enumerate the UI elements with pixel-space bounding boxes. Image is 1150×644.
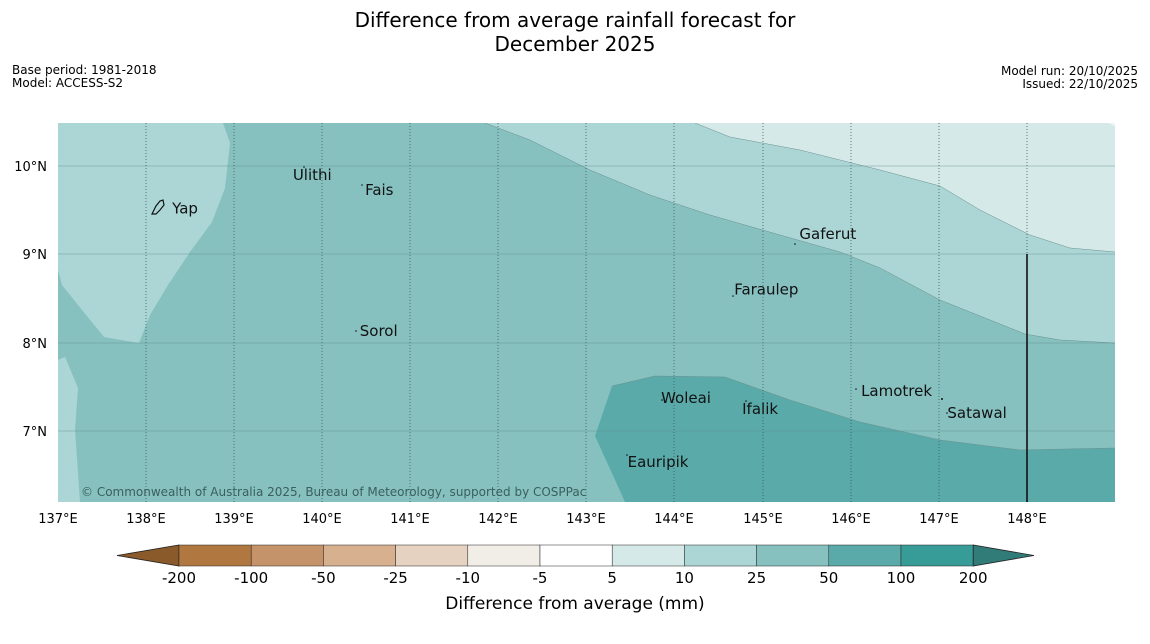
- colorbar-segment-2: [250, 544, 324, 567]
- band-very-light-corner: [1108, 123, 1115, 126]
- place-label-sorol: Sorol: [360, 322, 398, 340]
- lon-label-139e: 139°E: [214, 512, 254, 527]
- contour-lines: [484, 123, 1115, 451]
- title-line-2: December 2025: [494, 32, 656, 56]
- place-label-gaferut: Gaferut: [799, 225, 856, 243]
- lon-label-138e: 138°E: [126, 512, 166, 527]
- colorbar-tick-label: 10: [675, 569, 694, 587]
- colorbar-extend-high: [972, 544, 1035, 567]
- island-dots: [303, 166, 948, 456]
- lat-label-10n: 10°N: [14, 160, 47, 175]
- map-panel: © Commonwealth of Australia 2025, Bureau…: [58, 123, 1115, 502]
- map-title: Difference from average rainfall forecas…: [0, 8, 1150, 56]
- colorbar-segment-6: [539, 544, 613, 567]
- colorbar-segment-11: [900, 544, 974, 567]
- colorbar-tick-label: -50: [311, 569, 336, 587]
- colorbar-extend-low: [116, 544, 180, 567]
- place-label-yap: Yap: [171, 199, 198, 217]
- colorbar-tick-label: -10: [456, 569, 481, 587]
- band-10-25-west: [58, 123, 230, 343]
- place-label-fais: Fais: [365, 181, 394, 199]
- lon-label-145e: 145°E: [743, 512, 783, 527]
- lon-label-144e: 144°E: [654, 512, 694, 527]
- place-label-eauripik: Eauripik: [628, 453, 689, 471]
- lon-label-143e: 143°E: [566, 512, 606, 527]
- place-label-ulithi: Ulithi: [293, 166, 332, 184]
- metadata-left: Base period: 1981-2018 Model: ACCESS-S2: [12, 64, 157, 90]
- colorbar-segment-3: [323, 544, 396, 567]
- colorbar-tick-label: 50: [819, 569, 838, 587]
- colorbar-tick-label: -100: [234, 569, 268, 587]
- colorbar-tick-label: -25: [383, 569, 408, 587]
- copyright-notice: © Commonwealth of Australia 2025, Bureau…: [81, 485, 586, 499]
- colorbar-segment-10: [828, 544, 902, 567]
- lon-label-147e: 147°E: [919, 512, 959, 527]
- band-50-100-southeast: [595, 376, 1115, 502]
- colorbar-tick-label: 100: [887, 569, 916, 587]
- issued-date: Issued: 22/10/2025: [1022, 77, 1138, 91]
- lon-label-140e: 140°E: [302, 512, 342, 527]
- colorbar-tick-label: -200: [162, 569, 196, 587]
- lon-label-142e: 142°E: [478, 512, 518, 527]
- colorbar-tick-labels: -200 -100 -50 -25 -10 -5 5 10 25 50 100 200: [162, 569, 988, 587]
- band-5-10-northeast: [695, 123, 1115, 252]
- yap-island: [151, 199, 165, 215]
- place-label-lamotrek: Lamotrek: [861, 382, 932, 400]
- colorbar-title: Difference from average (mm): [445, 594, 705, 614]
- colorbar-tick-label: -5: [533, 569, 548, 587]
- lat-label-8n: 8°N: [23, 337, 48, 352]
- colorbar-tick-label: 5: [607, 569, 617, 587]
- colorbar-tick-label: 25: [747, 569, 766, 587]
- lon-label-137e: 137°E: [38, 512, 78, 527]
- metadata-right: Model run: 20/10/2025 Issued: 22/10/2025: [1001, 65, 1138, 91]
- colorbar: [116, 544, 1035, 567]
- place-label-ifalik: Ifalik: [742, 400, 778, 418]
- colorbar-segment-7: [611, 544, 685, 567]
- place-label-woleai: Woleai: [661, 389, 711, 407]
- place-label-satawal: Satawal: [947, 404, 1006, 422]
- colorbar-segment-9: [756, 544, 830, 567]
- base-period: Base period: 1981-2018: [12, 63, 157, 77]
- title-line-1: Difference from average rainfall forecas…: [354, 8, 796, 32]
- lon-label-146e: 146°E: [831, 512, 871, 527]
- lon-label-148e: 148°E: [1007, 512, 1047, 527]
- colorbar-segment-4: [395, 544, 469, 567]
- lon-label-141e: 141°E: [390, 512, 430, 527]
- lat-label-9n: 9°N: [23, 248, 48, 263]
- colorbar-segment-8: [684, 544, 757, 567]
- latitude-axis: 10°N 9°N 8°N 7°N: [14, 160, 47, 440]
- lat-label-7n: 7°N: [23, 425, 48, 440]
- band-10-25-southwest: [58, 357, 80, 502]
- model-run: Model run: 20/10/2025: [1000, 64, 1138, 78]
- place-label-faraulep: Faraulep: [734, 281, 798, 299]
- model-name: Model: ACCESS-S2: [12, 76, 124, 90]
- longitude-axis: 137°E 138°E 139°E 140°E 141°E 142°E 143°…: [38, 512, 1047, 527]
- place-labels: Yap Ulithi Fais Gaferut Faraulep Sorol Lamotre…: [171, 166, 1007, 471]
- colorbar-segment-1: [178, 544, 252, 567]
- colorbar-tick-label: 200: [959, 569, 988, 587]
- colorbar-segment-5: [467, 544, 541, 567]
